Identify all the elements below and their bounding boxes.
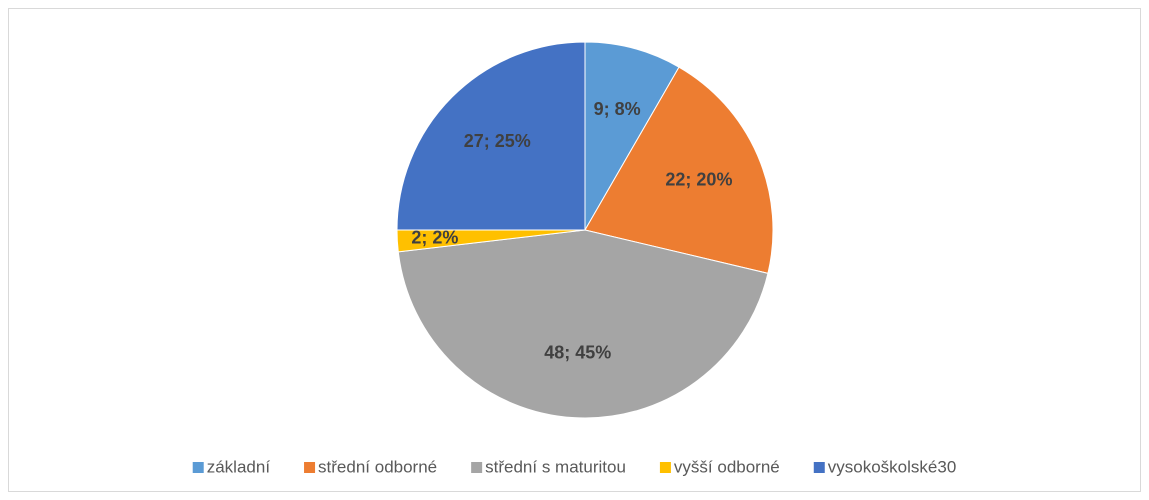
pie-slice xyxy=(584,66,774,274)
pie-slice xyxy=(584,41,680,232)
data-label: 27; 25% xyxy=(464,131,531,151)
legend-swatch xyxy=(813,462,825,473)
legend-label: vyšší odborné xyxy=(674,457,780,476)
pie-slice xyxy=(396,41,586,231)
legend-swatch xyxy=(659,462,671,473)
legend-swatch xyxy=(304,462,316,473)
legend-label: základní xyxy=(207,457,271,476)
data-label: 48; 45% xyxy=(544,343,611,363)
legend-swatch xyxy=(192,462,204,473)
data-label: 2; 2% xyxy=(411,227,458,247)
pie-slice xyxy=(397,229,769,419)
legend-label: vysokoškolské30 xyxy=(828,457,957,476)
legend-swatch xyxy=(471,462,483,473)
data-label: 9; 8% xyxy=(594,99,641,119)
legend-label: střední odborné xyxy=(318,457,437,476)
data-label: 22; 20% xyxy=(665,170,732,190)
legend-label: střední s maturitou xyxy=(485,457,626,476)
